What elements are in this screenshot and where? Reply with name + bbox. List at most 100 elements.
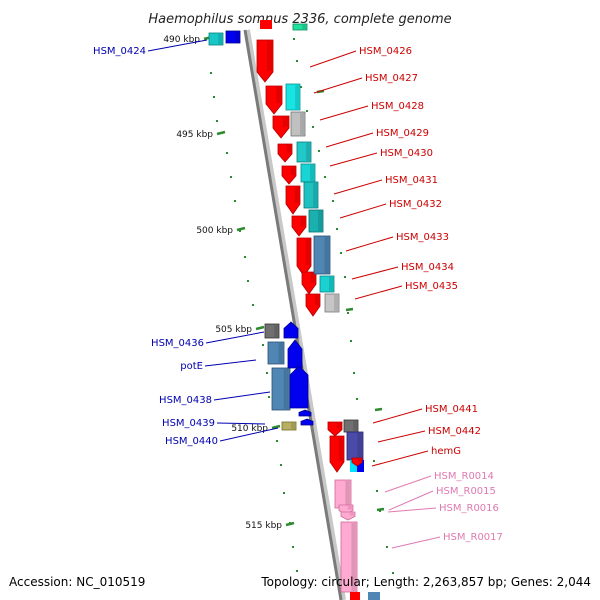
gene-box-shade [353,421,358,431]
gene-label: HSM_R0016 [439,503,499,514]
gene-arrow-red-shade [338,437,343,461]
gene-box-shade [329,277,334,291]
scale-dot [262,344,264,346]
gene-label: HSM_R0017 [443,532,503,543]
scale-dot [234,200,236,202]
scale-tick-label: 505 kbp [215,325,252,335]
gene-box [290,111,306,137]
scale-tick [345,307,354,312]
gene-leader-line [354,285,403,300]
gene-box [281,421,297,431]
gene-arrow-red-shade [358,459,362,462]
gene-label: HSM_0440 [165,436,218,447]
gene-leader-line [329,152,378,167]
gene-label: HSM_R0015 [436,486,496,497]
rna-arrow-shade [347,506,352,510]
gene-leader-line [391,536,441,549]
scale-dot [376,490,378,492]
gene-label: HSM_0433 [396,232,449,243]
gene-label: HSM_0439 [162,418,215,429]
gene-arrow-red-shade [282,117,288,128]
rna-box-shade [351,523,356,591]
gene-box-shade [295,85,300,109]
rna-box [340,521,358,593]
scale-dot [266,372,268,374]
scale-dot [312,126,314,128]
gene-box [357,460,364,472]
scale-dot [296,570,298,572]
gene-leader-line [319,105,369,121]
gene-box-shade [324,237,329,273]
gene-arrow-red [291,215,307,237]
gene-label: HSM_0442 [428,426,481,437]
feature-box [260,20,272,29]
scale-major-tick [285,521,295,527]
scale-dot [280,464,282,466]
gene-leader-line [219,427,279,442]
gene-box [319,275,335,293]
scale-tick-label: 495 kbp [176,130,213,140]
gene-box-shade [318,211,323,231]
scale-dot [300,86,302,88]
gene-leader-line [372,408,423,424]
gene-arrow-red-shade [305,239,310,265]
gene-box-shade [283,369,289,409]
gene-leader-line [339,203,387,219]
scale-dot [292,546,294,548]
gene-arrow-red-shade [336,423,341,429]
scale-major-tick [216,130,226,136]
gene-box [296,141,312,163]
gene-leader-line [387,507,437,513]
gene-leader-line [351,266,399,280]
gene-label: HSM_0430 [380,148,433,159]
scale-dot [276,440,278,442]
scale-dot [318,150,320,152]
gene-leader-line [325,132,374,148]
gene-leader-line [216,422,266,425]
gene-arrow-red [256,39,274,83]
scale-dot [283,492,285,494]
scale-dot [213,96,215,98]
gene-label: HSM_0434 [401,262,454,273]
scale-dot [293,38,295,40]
map-title: Haemophilus somnus 2336, complete genome [148,12,451,27]
gene-box-shade [291,423,296,429]
gene-arrow-red [281,165,297,185]
scale-dot [336,228,338,230]
gene-arrow-blue [298,409,312,417]
gene-arrow-red [305,293,321,317]
scale-major-tick [236,226,246,232]
scale-major-tick [255,325,265,331]
gene-label: HSM_0428 [371,101,424,112]
gene-box [285,83,301,111]
gene-arrow-red [277,143,293,163]
gene-leader-line [377,430,426,443]
scale-dot [356,398,358,400]
scale-dot [373,460,375,462]
gene-leader-line [384,475,432,493]
scale-dot [239,230,241,232]
backbone-line [243,29,343,600]
gene-label: HSM_0436 [151,338,204,349]
gene-arrow-red-shade [294,187,299,203]
feature-box-shade [235,32,240,42]
scale-dot [386,546,388,548]
scale-dot [392,572,394,574]
scale-tick [374,407,383,412]
genome-stats-text: Topology: circular; Length: 2,263,857 bp… [260,575,591,589]
feature-box [368,592,380,600]
scale-tick-label: 510 kbp [231,424,268,434]
gene-box-shade [357,433,362,459]
scale-tick-label: 515 kbp [245,521,282,531]
gene-arrow-red-shade [266,41,272,71]
gene-label: HSM_0431 [385,175,438,186]
gene-arrow-red-shade [290,167,295,175]
backbone-shadow [244,29,346,600]
gene-leader-line [371,450,429,467]
scale-tick-label: 490 kbp [163,35,200,45]
feature-box [350,592,360,600]
gene-label: HSM_0429 [376,128,429,139]
feature-box [225,30,241,44]
gene-arrow-red [265,85,283,115]
scale-dot [210,72,212,74]
